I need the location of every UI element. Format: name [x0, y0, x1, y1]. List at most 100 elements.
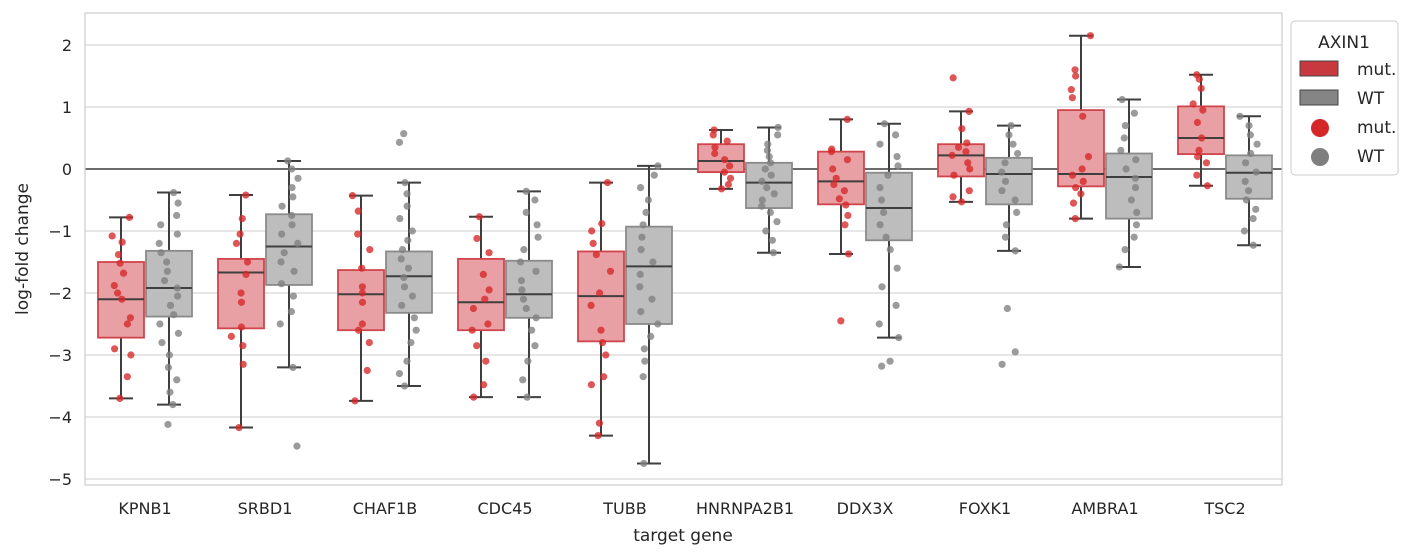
data-point	[762, 227, 770, 235]
box-iqr	[865, 171, 913, 242]
data-point	[1249, 215, 1257, 223]
data-point	[1120, 134, 1128, 142]
data-point	[1007, 122, 1015, 130]
data-point	[893, 153, 901, 161]
data-point	[964, 159, 972, 167]
data-point	[877, 196, 886, 204]
data-point	[118, 238, 126, 246]
data-point	[237, 289, 245, 297]
x-tick-label: SRBD1	[238, 499, 293, 518]
data-point	[1252, 168, 1260, 176]
data-point	[348, 192, 357, 200]
data-point	[482, 357, 490, 365]
data-point	[404, 264, 413, 272]
data-point	[639, 373, 647, 381]
data-point	[1079, 177, 1087, 185]
data-point	[882, 233, 890, 241]
data-point	[517, 277, 526, 285]
data-point	[410, 314, 418, 322]
data-point	[288, 184, 296, 192]
data-point	[294, 239, 302, 247]
data-point	[1003, 304, 1012, 313]
data-point	[767, 171, 775, 179]
data-point	[239, 342, 247, 350]
data-point	[243, 258, 252, 266]
data-point	[287, 308, 296, 316]
data-point	[1197, 84, 1205, 92]
data-point	[475, 213, 483, 221]
data-point	[114, 250, 123, 259]
data-point	[166, 388, 174, 396]
data-point	[587, 301, 595, 309]
legend: AXIN1 mut. WT mut. WT	[1290, 20, 1399, 176]
data-point	[1115, 263, 1123, 271]
data-point	[588, 227, 596, 235]
data-point	[173, 284, 181, 292]
y-tick-label: −3	[48, 346, 72, 365]
data-point	[723, 137, 731, 145]
x-tick-label: FOXK1	[959, 499, 1011, 518]
data-point	[595, 289, 604, 297]
data-point	[1240, 227, 1249, 235]
data-point	[711, 149, 719, 158]
x-tick-label: AMBRA1	[1071, 499, 1138, 518]
data-point	[950, 171, 958, 179]
data-point	[1117, 146, 1125, 154]
data-point	[949, 74, 957, 82]
data-point	[1005, 131, 1013, 139]
box-iqr	[385, 250, 433, 314]
data-point	[1246, 131, 1254, 139]
data-point	[408, 227, 416, 235]
data-point	[123, 320, 132, 328]
data-point	[641, 357, 649, 365]
data-point	[113, 289, 122, 297]
data-point	[1127, 196, 1135, 204]
data-point	[1193, 171, 1201, 179]
data-point	[637, 308, 645, 316]
data-point	[354, 326, 363, 334]
data-point	[1072, 72, 1080, 80]
data-point	[764, 140, 772, 148]
data-point	[603, 179, 612, 187]
data-point	[156, 320, 164, 328]
data-point	[290, 267, 298, 275]
data-point	[155, 239, 163, 247]
data-point	[1252, 205, 1260, 213]
data-point	[366, 246, 374, 254]
data-point	[479, 270, 487, 278]
data-point	[1195, 75, 1203, 83]
data-point	[277, 280, 286, 288]
data-point	[232, 239, 241, 247]
legend-title: AXIN1	[1318, 33, 1370, 53]
data-point	[522, 304, 530, 313]
data-point	[1077, 190, 1085, 198]
x-tick-label: CHAF1B	[353, 499, 418, 518]
data-point	[1071, 215, 1079, 223]
data-point	[469, 304, 478, 313]
data-point	[485, 286, 493, 294]
data-point	[886, 357, 894, 365]
box-iqr	[625, 225, 673, 325]
data-point	[758, 177, 766, 185]
data-point	[721, 156, 729, 164]
data-point	[294, 174, 302, 182]
data-point	[844, 250, 853, 258]
data-point	[396, 215, 404, 223]
data-point	[1203, 182, 1212, 190]
data-point	[649, 258, 657, 266]
data-point	[289, 292, 298, 300]
data-point	[1079, 112, 1087, 120]
data-point	[174, 329, 183, 337]
x-tick-label: KPNB1	[118, 499, 171, 518]
box-iqr	[457, 257, 505, 332]
data-point	[523, 393, 531, 401]
data-point	[1253, 140, 1261, 148]
legend-box-label-wt: WT	[1357, 89, 1385, 109]
data-point	[1244, 187, 1253, 195]
data-point	[840, 187, 848, 195]
data-point	[638, 233, 646, 241]
data-point	[1130, 109, 1138, 117]
data-point	[119, 269, 128, 277]
data-point	[768, 236, 777, 244]
